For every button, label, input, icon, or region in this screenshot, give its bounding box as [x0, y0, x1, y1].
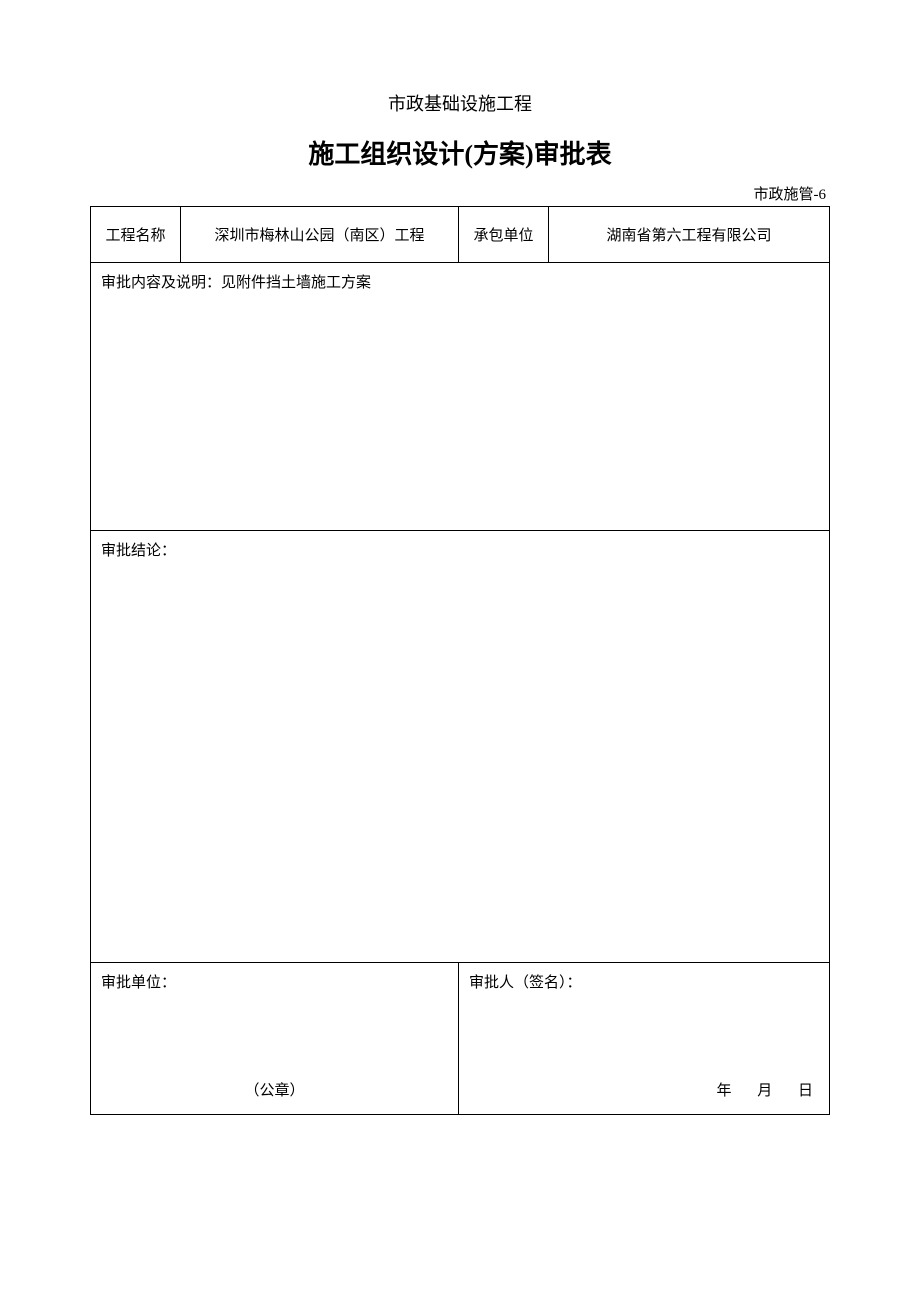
- stamp-label: （公章）: [91, 1079, 458, 1100]
- document-subtitle: 市政基础设施工程: [90, 90, 830, 116]
- approval-content-cell: 审批内容及说明：见附件挡土墙施工方案: [91, 263, 830, 531]
- project-name-label: 工程名称: [91, 207, 181, 263]
- approver-label: 审批人（签名）：: [469, 975, 582, 991]
- contractor-label: 承包单位: [459, 207, 549, 263]
- approval-form-table: 工程名称 深圳市梅林山公园（南区）工程 承包单位 湖南省第六工程有限公司 审批内…: [90, 206, 830, 1115]
- document-title: 施工组织设计(方案)审批表: [90, 134, 830, 171]
- conclusion-row: 审批结论：: [91, 531, 830, 963]
- contractor-value: 湖南省第六工程有限公司: [549, 207, 830, 263]
- approver-cell: 审批人（签名）： 年 月 日: [459, 963, 830, 1115]
- approval-unit-label: 审批单位：: [101, 975, 176, 991]
- date-line: 年 月 日: [694, 1079, 813, 1100]
- approval-signature-row: 审批单位： （公章） 审批人（签名）： 年 月 日: [91, 963, 830, 1115]
- approval-conclusion-cell: 审批结论：: [91, 531, 830, 963]
- date-year: 年: [716, 1083, 731, 1099]
- content-row: 审批内容及说明：见附件挡土墙施工方案: [91, 263, 830, 531]
- form-code: 市政施管-6: [90, 183, 830, 204]
- approval-unit-cell: 审批单位： （公章）: [91, 963, 459, 1115]
- project-name-value: 深圳市梅林山公园（南区）工程: [181, 207, 459, 263]
- date-day: 日: [798, 1083, 813, 1099]
- approval-content-label: 审批内容及说明：见附件挡土墙施工方案: [101, 275, 371, 291]
- approval-conclusion-label: 审批结论：: [101, 543, 176, 559]
- header-row: 工程名称 深圳市梅林山公园（南区）工程 承包单位 湖南省第六工程有限公司: [91, 207, 830, 263]
- date-month: 月: [757, 1083, 772, 1099]
